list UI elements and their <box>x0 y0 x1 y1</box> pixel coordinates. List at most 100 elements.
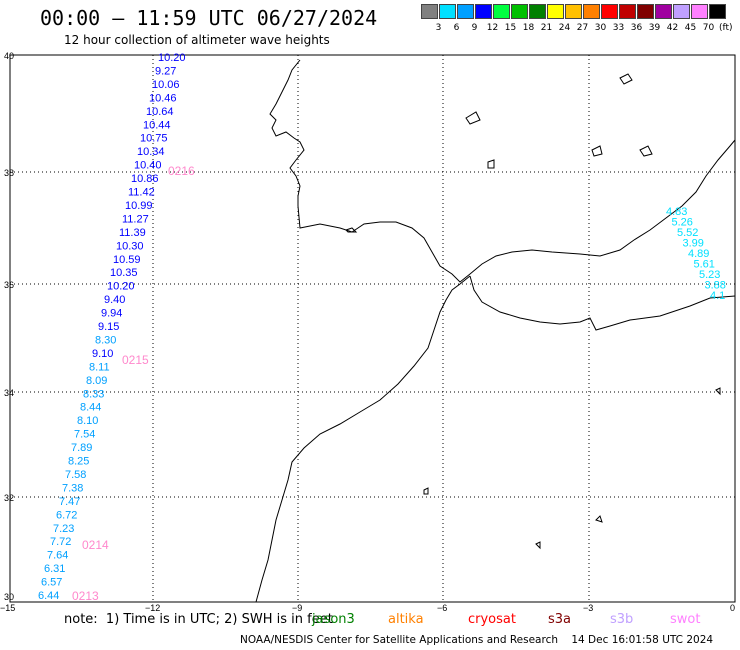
satellite-cryosat: cryosat <box>468 612 516 627</box>
wave-height-obs: 7.89 <box>71 442 92 454</box>
legend-label: 15 <box>504 23 517 33</box>
legend-label: 24 <box>558 23 571 33</box>
wave-height-obs: 10.64 <box>146 106 174 118</box>
legend-label: 9 <box>471 23 478 33</box>
wave-height-obs: 6.57 <box>41 577 62 589</box>
legend-label: 3 <box>435 23 442 33</box>
legend-swatch <box>601 4 618 19</box>
legend-swatch <box>493 4 510 19</box>
wave-height-obs: 10.86 <box>131 173 159 185</box>
wave-height-obs: 10.46 <box>149 92 177 104</box>
map-subtitle: 12 hour collection of altimeter wave hei… <box>64 33 330 47</box>
legend-swatch <box>457 4 474 19</box>
legend-swatch <box>583 4 600 19</box>
legend-swatch <box>709 4 726 19</box>
wave-height-obs: 9.40 <box>104 294 125 306</box>
legend-swatch <box>637 4 654 19</box>
wave-height-obs: 10.59 <box>113 254 141 266</box>
legend-label: 39 <box>648 23 661 33</box>
lon-label-9w: −9 <box>292 603 302 613</box>
legend-label: 21 <box>540 23 553 33</box>
wave-height-obs: 10.40 <box>134 160 162 172</box>
lon-label-3w: −3 <box>583 603 593 613</box>
wave-height-obs: 7.54 <box>74 429 95 441</box>
wave-height-obs: 8.44 <box>80 402 101 414</box>
legend-swatch <box>511 4 528 19</box>
legend-swatch <box>439 4 456 19</box>
wave-height-obs: 8.30 <box>95 334 116 346</box>
legend-label: 27 <box>576 23 589 33</box>
wave-height-obs: 10.30 <box>116 240 144 252</box>
wave-height-obs: 11.42 <box>128 187 155 199</box>
legend-label: 30 <box>594 23 607 33</box>
wave-height-obs: 11.27 <box>122 213 149 225</box>
satellite-altika: altika <box>388 612 424 627</box>
lon-label-12w: −12 <box>145 603 160 613</box>
wave-height-obs: 6.44 <box>38 590 59 602</box>
lon-label-0: 0 <box>730 603 735 613</box>
wave-height-obs: 7.58 <box>65 469 86 481</box>
wave-height-obs: 5.26 <box>672 217 693 229</box>
wave-height-obs: 8.25 <box>68 456 89 468</box>
wave-height-obs: 7.72 <box>50 536 71 548</box>
wave-height-obs: 8.09 <box>86 375 107 387</box>
satellite-swot: swot <box>670 612 701 627</box>
wave-height-obs: 6.72 <box>56 509 77 521</box>
pass-label-0216: 0216 <box>168 164 195 178</box>
wave-height-obs: 4.83 <box>666 206 687 218</box>
map-frame <box>9 54 736 603</box>
legend-swatch <box>619 4 636 19</box>
footer-credit: NOAA/NESDIS Center for Satellite Applica… <box>240 634 714 646</box>
lat-label-36: 36 <box>4 280 14 290</box>
lat-label-40: 40 <box>4 51 14 61</box>
lat-label-34: 34 <box>4 388 14 398</box>
map-title: 00:00 — 11:59 UTC 06/27/2024 <box>40 6 378 30</box>
wave-height-obs: 8.33 <box>83 388 104 400</box>
coastline <box>255 59 736 603</box>
legend-label: 42 <box>666 23 679 33</box>
wave-height-obs: 5.52 <box>677 227 698 239</box>
satellite-jason3: jason3 <box>312 612 355 627</box>
legend-unit: (ft) <box>719 23 733 33</box>
wave-height-obs: 9.15 <box>98 321 119 333</box>
wave-height-obs: 8.10 <box>77 415 98 427</box>
legend-swatch <box>673 4 690 19</box>
legend-swatch <box>691 4 708 19</box>
legend-swatch <box>547 4 564 19</box>
lat-label-38: 38 <box>4 168 14 178</box>
wave-height-obs: 9.27 <box>155 66 176 78</box>
lat-lon-grid <box>10 55 735 602</box>
pass-labels: 0216 0215 0214 0213 <box>72 164 195 603</box>
legend-label: 70 <box>702 23 715 33</box>
wave-height-obs: 9.94 <box>101 308 122 320</box>
footer-note: note: 1) Time is in UTC; 2) SWH is in fe… <box>64 612 333 627</box>
wave-height-obs: 7.64 <box>47 550 68 562</box>
satellite-s3b: s3b <box>610 612 634 627</box>
legend-label: 6 <box>453 23 460 33</box>
wave-height-obs: 10.20 <box>107 281 135 293</box>
pass-label-0214: 0214 <box>82 538 109 552</box>
wave-height-obs: 7.47 <box>59 496 80 508</box>
pass-label-0213: 0213 <box>72 589 99 603</box>
wave-height-obs: 5.61 <box>694 259 715 271</box>
wave-height-obs: 4.89 <box>688 248 709 260</box>
wave-height-obs: 10.06 <box>152 79 180 91</box>
wave-height-obs: 6.31 <box>44 563 65 575</box>
wave-height-obs: 10.34 <box>137 146 165 158</box>
wave-height-obs: 10.20 <box>158 52 186 64</box>
legend-swatch <box>565 4 582 19</box>
wave-height-obs: 10.99 <box>125 200 153 212</box>
wave-height-obs: 7.38 <box>62 482 83 494</box>
lon-label-6w: −6 <box>437 603 447 613</box>
legend-label: 36 <box>630 23 643 33</box>
wave-height-obs: 4.1 <box>710 290 725 302</box>
lat-labels: 40 38 36 34 32 30 <box>4 51 14 602</box>
legend-swatch <box>529 4 546 19</box>
legend-label: 12 <box>486 23 499 33</box>
legend-swatch <box>475 4 492 19</box>
legend-swatch <box>421 4 438 19</box>
wave-height-obs: 3.99 <box>683 238 704 250</box>
wave-height-obs: 10.35 <box>110 267 138 279</box>
